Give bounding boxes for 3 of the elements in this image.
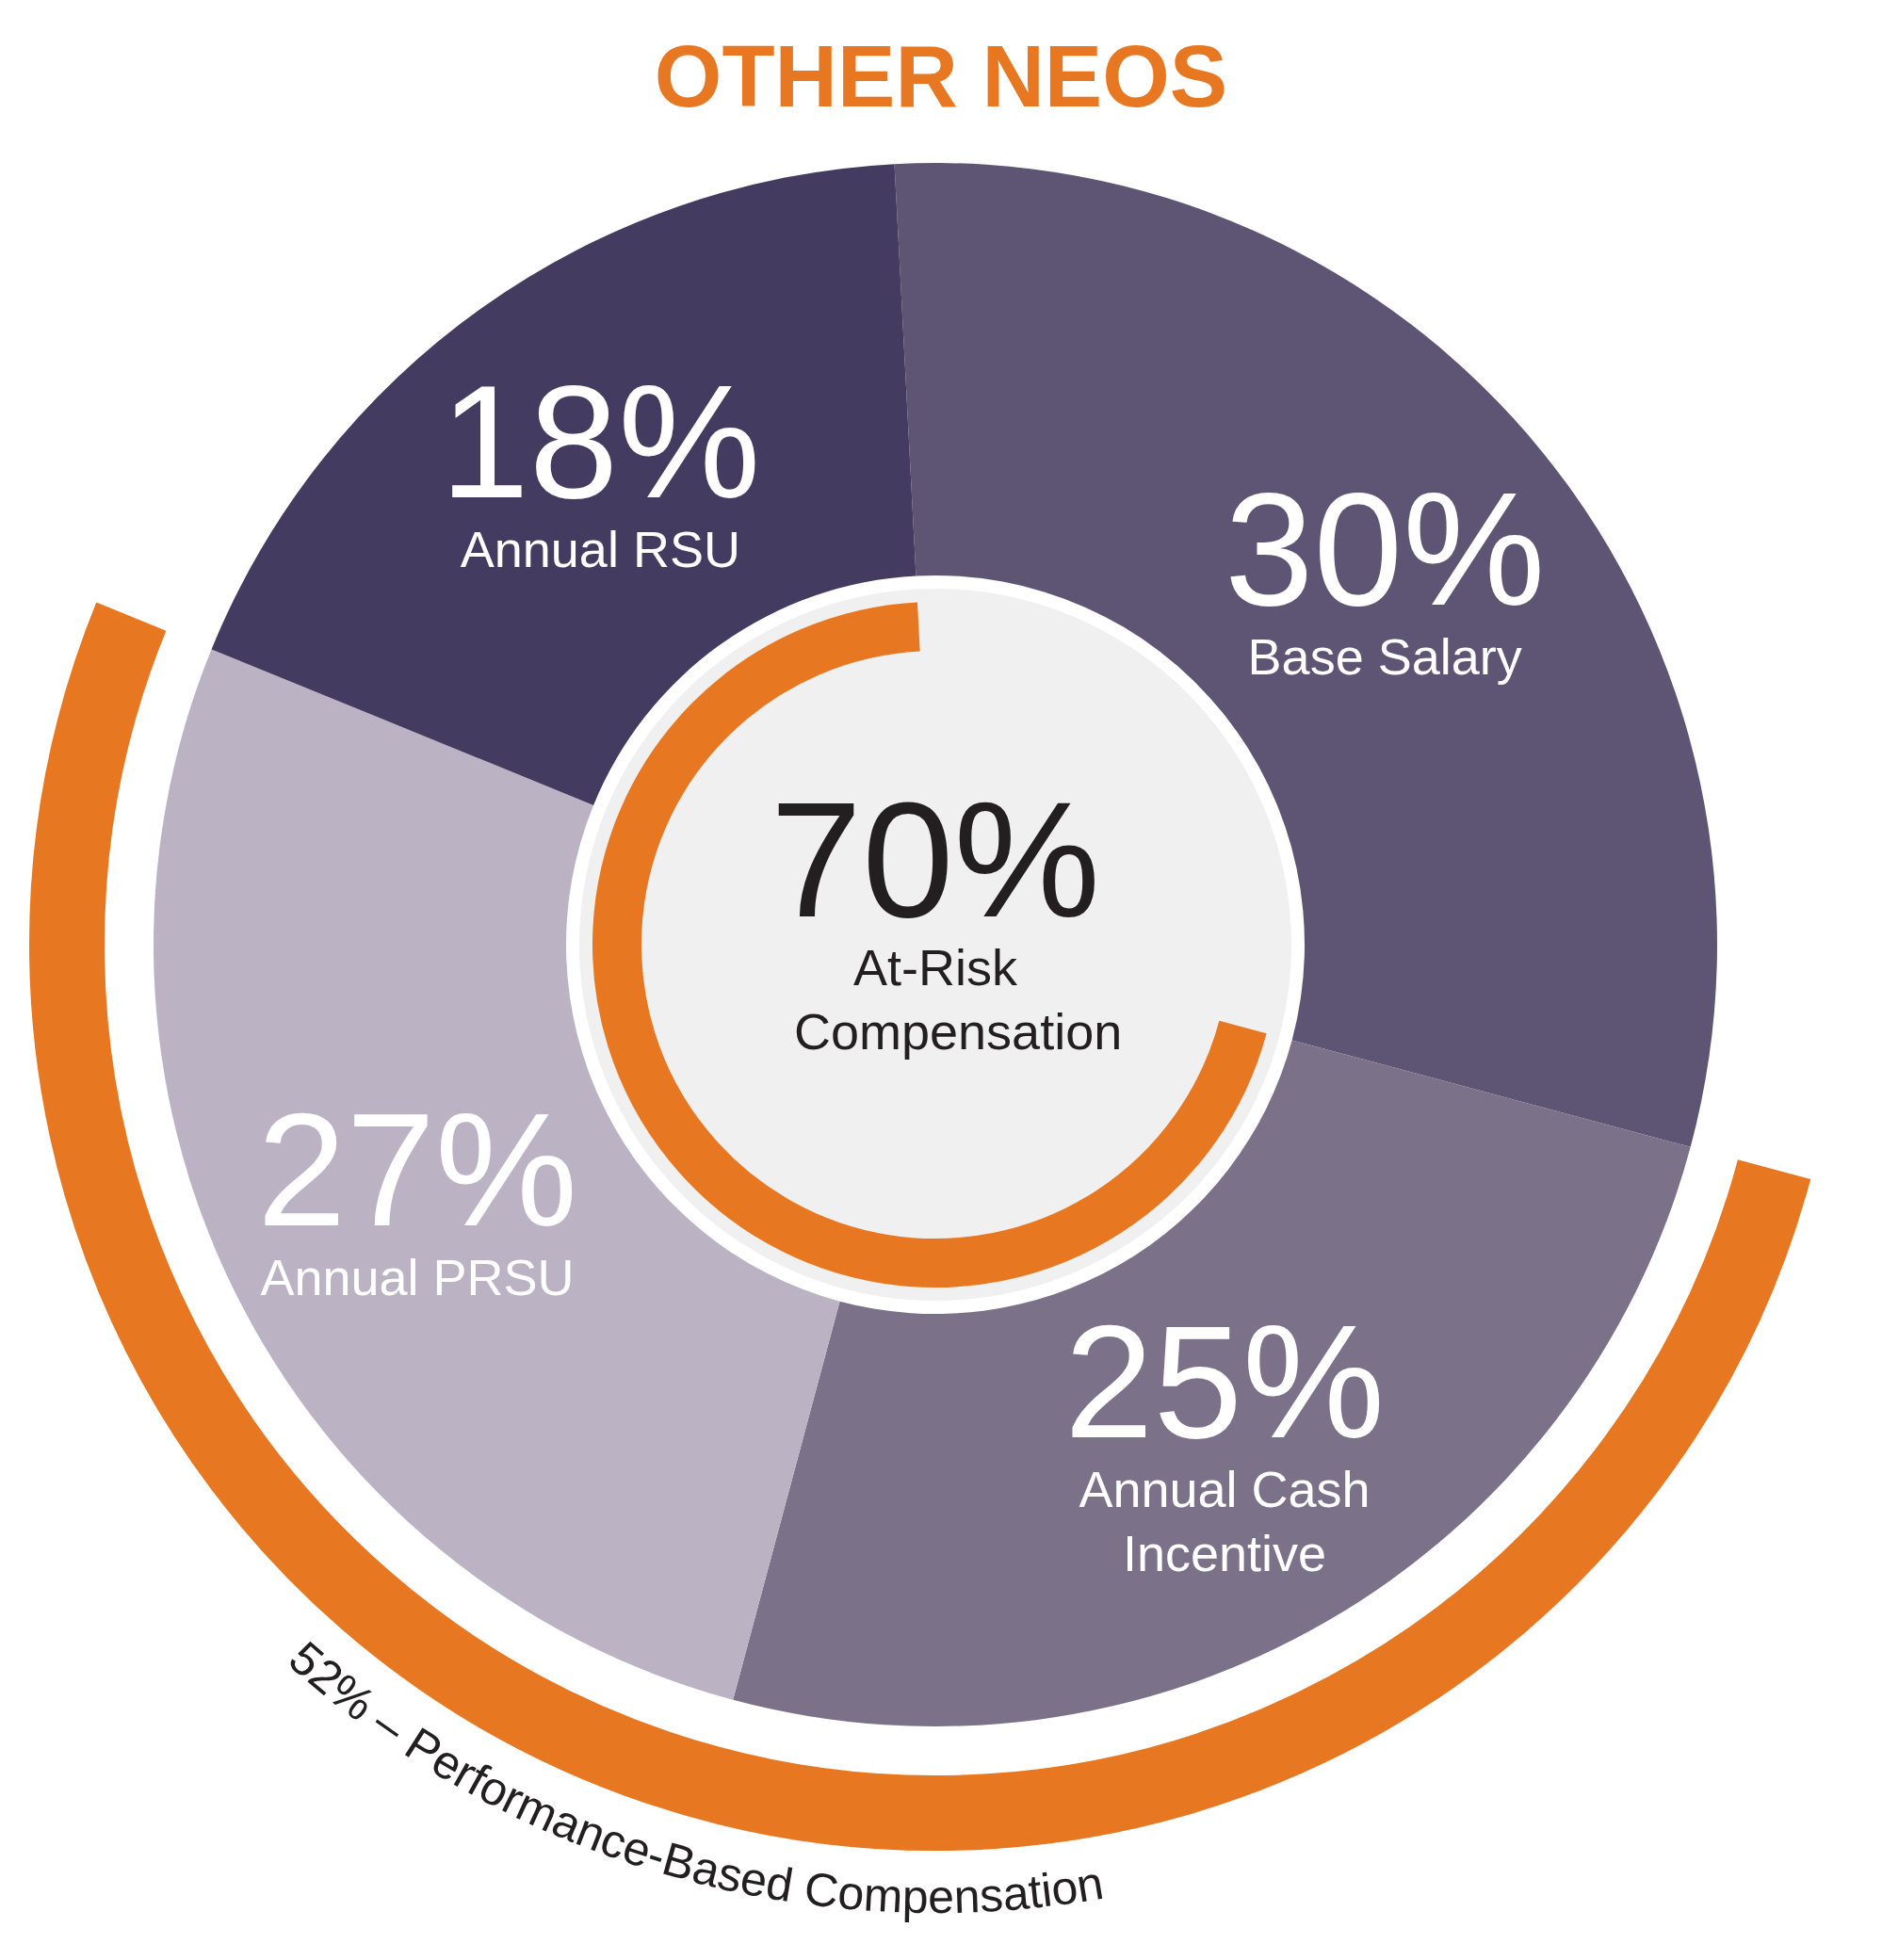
slice-label: Annual PRSU: [260, 1249, 575, 1306]
text: At-Risk Compensation: [794, 938, 1123, 1061]
chart-title: OTHER NEOS: [654, 28, 1228, 124]
